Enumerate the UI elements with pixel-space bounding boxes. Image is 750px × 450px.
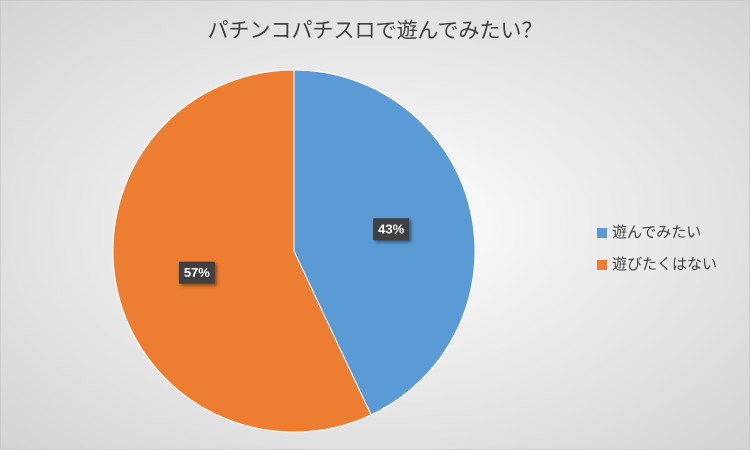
pie-slice [112,69,372,433]
legend-label: 遊びたくはない [612,256,717,273]
pie-slice [293,69,476,416]
legend-swatch [597,260,607,270]
data-label-box [178,261,215,284]
legend-swatch [597,228,607,238]
data-label: 43% [378,222,404,237]
data-label: 57% [184,265,210,280]
legend-label: 遊んでみたい [612,224,701,241]
pie: 43% 57% [112,69,476,433]
data-label-box [373,218,410,241]
chart-title: パチンコパチスロで遊んでみたい？ [208,20,543,43]
